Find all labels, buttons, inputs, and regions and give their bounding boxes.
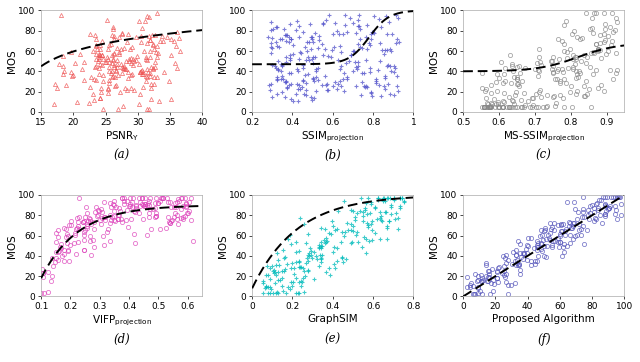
X-axis label: MS-SSIM$_\mathrm{projection}$: MS-SSIM$_\mathrm{projection}$ — [502, 129, 585, 144]
Text: (c): (c) — [536, 148, 552, 161]
X-axis label: GraphSIM: GraphSIM — [307, 314, 358, 324]
Text: (b): (b) — [324, 148, 341, 161]
Text: (a): (a) — [114, 148, 130, 161]
Y-axis label: MOS: MOS — [7, 234, 17, 257]
Text: (d): (d) — [113, 333, 130, 346]
X-axis label: PSNR$_\mathrm{Y}$: PSNR$_\mathrm{Y}$ — [105, 129, 139, 143]
Text: (f): (f) — [537, 333, 550, 346]
Y-axis label: MOS: MOS — [429, 49, 439, 73]
Y-axis label: MOS: MOS — [218, 49, 228, 73]
Y-axis label: MOS: MOS — [7, 49, 17, 73]
X-axis label: SSIM$_\mathrm{projection}$: SSIM$_\mathrm{projection}$ — [301, 129, 364, 144]
Y-axis label: MOS: MOS — [429, 234, 439, 257]
X-axis label: VIFP$_\mathrm{projection}$: VIFP$_\mathrm{projection}$ — [92, 314, 152, 328]
Text: (e): (e) — [324, 333, 341, 346]
Y-axis label: MOS: MOS — [218, 234, 228, 257]
X-axis label: Proposed Algorithm: Proposed Algorithm — [492, 314, 595, 324]
